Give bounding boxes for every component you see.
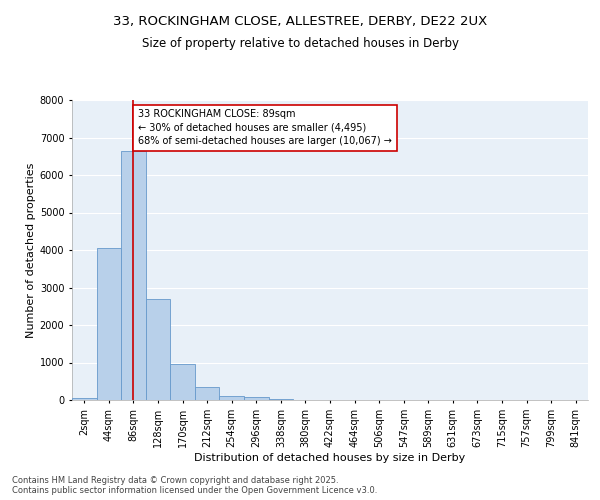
Bar [97,248,121,400]
Bar [195,387,220,400]
Bar [146,298,170,400]
Bar [220,396,244,400]
Bar [244,398,269,400]
Text: 33 ROCKINGHAM CLOSE: 89sqm
← 30% of detached houses are smaller (4,495)
68% of s: 33 ROCKINGHAM CLOSE: 89sqm ← 30% of deta… [139,110,392,146]
Bar [170,364,195,400]
Bar [121,150,146,400]
Y-axis label: Number of detached properties: Number of detached properties [26,162,35,338]
Text: Contains HM Land Registry data © Crown copyright and database right 2025.
Contai: Contains HM Land Registry data © Crown c… [12,476,377,495]
X-axis label: Distribution of detached houses by size in Derby: Distribution of detached houses by size … [194,452,466,462]
Bar [269,399,293,400]
Bar [72,398,97,400]
Text: Size of property relative to detached houses in Derby: Size of property relative to detached ho… [142,38,458,51]
Text: 33, ROCKINGHAM CLOSE, ALLESTREE, DERBY, DE22 2UX: 33, ROCKINGHAM CLOSE, ALLESTREE, DERBY, … [113,15,487,28]
